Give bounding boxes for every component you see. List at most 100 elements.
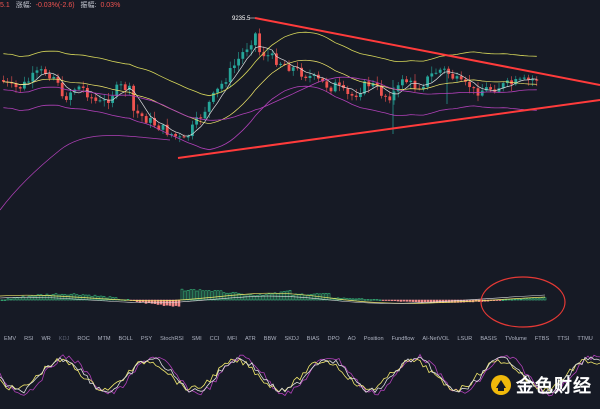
indicator-tab-wr[interactable]: WR [41,336,51,342]
indicator-tab-ttmu[interactable]: TTMU [577,336,593,342]
macd-bar [327,293,331,301]
candle [10,82,14,84]
indicator-tab-basis[interactable]: BASIS [480,336,497,342]
indicator-tab-tvolume[interactable]: TVolume [504,336,527,342]
candle [153,117,156,126]
macd-bar [192,289,196,301]
indicator-tab-bar: EMV RSI WR KDJ ROC MTM BOLL PSY StochRSI SMI CCI MF… [0,333,600,345]
macd-bar [522,298,526,301]
change-value: -0.03%(-2.6) [35,2,75,9]
candle [237,58,240,66]
boll-lower-line [3,85,537,151]
macd-bar [375,299,379,301]
macd-bar [219,290,223,301]
indicator-tab-position[interactable]: Position [363,336,384,342]
candle [430,73,434,77]
indicator-tab-bias[interactable]: BIAS [306,336,320,342]
indicator-tab-ai-netvol[interactable]: AI-NetVOL [422,336,450,342]
indicator-tab-psy[interactable]: PSY [140,336,153,342]
candle [224,82,228,84]
candle [241,52,245,59]
macd-bar [309,294,313,301]
macd-bar [501,299,505,301]
candle [170,133,173,135]
candle [178,136,182,138]
macd-bar [9,298,13,301]
indicator-tab-lsur[interactable]: LSUR [457,336,473,342]
indicator-tab-mfi[interactable]: MFI [227,336,237,342]
candle [228,68,232,83]
candle [258,33,261,53]
macd-bar [291,295,295,301]
candle [81,86,85,88]
macd-bar [348,298,352,301]
candle [438,69,442,73]
candle [18,87,22,89]
kdj-lines [0,353,600,397]
macd-bar [93,294,97,301]
indicator-tab-mtm[interactable]: MTM [97,336,111,342]
candlestick-series [2,28,539,143]
candle [321,78,324,82]
indicator-tab-emv[interactable]: EMV [4,336,17,342]
indicator-tab-kdj[interactable]: KDJ [58,336,70,342]
indicator-tab-dpo[interactable]: DPO [327,336,340,342]
macd-bar [198,289,202,301]
indicator-tab-cci[interactable]: CCI [209,336,220,342]
indicator-tab-ao[interactable]: AO [347,336,356,342]
candle [140,113,144,117]
indicator-tab-fundflow[interactable]: Fundflow [391,336,415,342]
macd-bar [243,295,247,301]
candle [195,117,198,125]
macd-bar [324,293,328,301]
candle [409,80,413,83]
candle [69,92,72,100]
candle [497,88,501,92]
macd-bar [234,292,238,301]
candle [2,80,5,82]
indicator-tab-bbw[interactable]: BBW [263,336,277,342]
macd-bar [111,297,115,301]
indicator-tab-stochrsi[interactable]: StochRSI [160,336,184,342]
macd-bar [207,290,211,301]
indicator-tab-atr[interactable]: ATR [244,336,256,342]
candle [300,67,303,77]
candle [325,81,329,88]
candle [338,82,341,85]
candle [476,88,480,96]
macd-bar [378,299,382,301]
candle [186,136,190,138]
indicator-tab-roc[interactable]: ROC [77,336,90,342]
macd-bar [6,298,10,301]
ma-long-tail [0,135,171,211]
macd-bar [255,294,259,301]
amplitude-label: 振幅: [80,2,97,9]
indicator-tab-boll[interactable]: BOLL [118,336,133,342]
macd-bar [534,298,538,301]
ma-long-line [3,76,537,121]
macd-bar [543,297,547,301]
candle [136,110,140,114]
indicator-tab-rsi[interactable]: RSI [24,336,34,342]
candle [27,81,30,83]
macd-bar [135,299,139,302]
indicator-tab-ftbs[interactable]: FTBS [534,336,550,342]
macd-bar [3,299,7,301]
macd-bar [456,299,460,303]
candle [165,124,169,135]
candle [363,81,366,94]
candle [52,76,56,79]
indicator-tab-ttsi[interactable]: TTSI [557,336,570,342]
candle [527,77,530,80]
indicator-tab-skdj[interactable]: SKDJ [284,336,299,342]
macd-bar [63,294,67,301]
macd-bar [381,299,385,301]
macd-bar [18,297,22,301]
change-label: 涨幅: [15,2,32,9]
macd-bar [213,290,217,301]
macd-bar [288,289,292,301]
indicator-tab-smi[interactable]: SMI [191,336,202,342]
macd-bar [384,299,388,301]
